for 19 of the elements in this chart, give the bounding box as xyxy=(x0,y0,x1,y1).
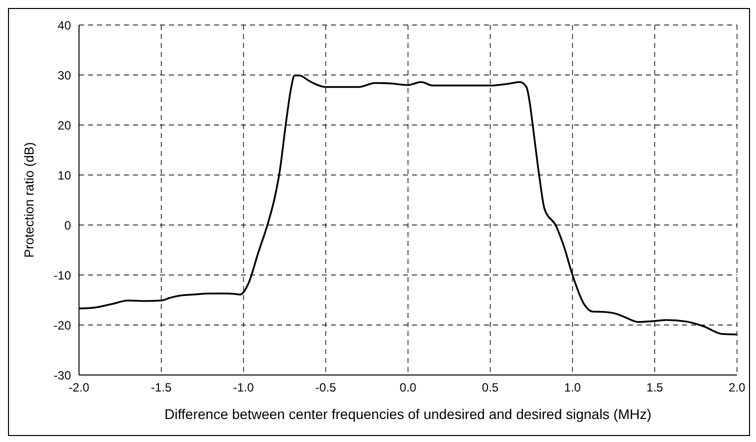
x-tick-label: 1.5 xyxy=(646,380,664,395)
x-tick-label: 2.0 xyxy=(728,380,746,395)
y-tick-label: 40 xyxy=(58,18,72,32)
y-axis-title: Protection ratio (dB) xyxy=(22,142,37,258)
x-axis-title: Difference between center frequencies of undesired and desired signals (MHz) xyxy=(164,406,652,422)
x-tick-label: -1.5 xyxy=(150,380,172,395)
x-tick-label: 1.0 xyxy=(564,380,582,395)
x-tick-label: -1.0 xyxy=(233,380,254,395)
x-tick-label: 0.5 xyxy=(482,380,499,395)
x-tick-label: -2.0 xyxy=(68,380,90,395)
y-tick-label: 0 xyxy=(64,218,72,232)
x-tick-label: 0.0 xyxy=(400,380,417,395)
y-tick-label: -10 xyxy=(54,268,72,282)
y-tick-label: -20 xyxy=(54,318,72,332)
y-tick-label: 10 xyxy=(58,168,72,182)
x-tick-label: -0.5 xyxy=(315,380,336,395)
y-tick-label: 20 xyxy=(58,118,72,132)
y-tick-label: -30 xyxy=(54,368,72,382)
y-tick-label: 30 xyxy=(58,68,72,82)
